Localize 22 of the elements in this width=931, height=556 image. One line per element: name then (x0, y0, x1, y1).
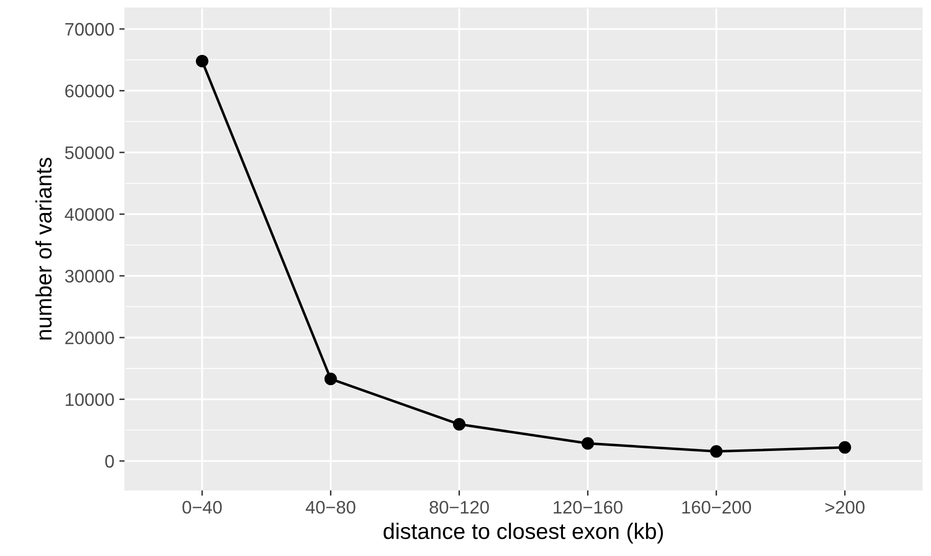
y-tick-label: 20000 (65, 331, 114, 344)
x-tick-label: 160−200 (682, 500, 752, 514)
point (324, 372, 337, 386)
y-tick-label: 30000 (65, 270, 114, 283)
y-tick-label: 10000 (66, 393, 114, 406)
x-tick-label: 40−80 (306, 500, 356, 514)
x-tick-label: 80−120 (430, 500, 489, 514)
y-tick-label: 60000 (65, 84, 114, 98)
x-tick-label: >200 (825, 500, 864, 514)
y-axis-title: number of variants (35, 158, 52, 340)
point (452, 418, 466, 431)
x-tick-label: 120−160 (554, 500, 622, 514)
point (582, 437, 594, 450)
x-axis-title: distance to closest exon (kb) (384, 522, 663, 544)
point (196, 54, 208, 68)
x-tick-label: 0−40 (182, 500, 222, 514)
point (838, 441, 852, 454)
y-tick-label: 0 (105, 454, 114, 468)
point (710, 445, 723, 458)
y-tick-label: 70000 (65, 22, 114, 36)
y-tick-label: 50000 (65, 146, 114, 160)
y-tick-label: 40000 (64, 208, 114, 221)
